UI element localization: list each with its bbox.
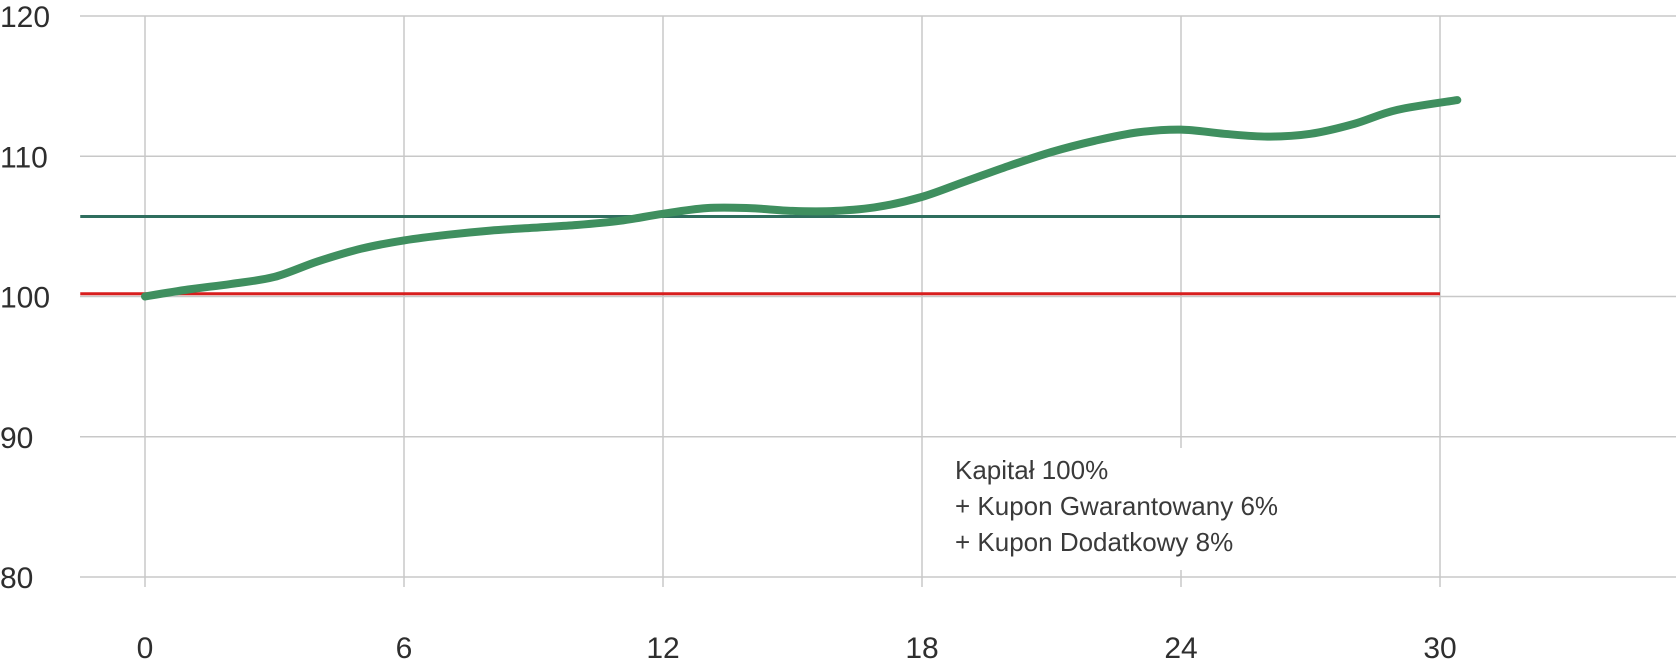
annotation-line-1: Kapitał 100% [955, 455, 1108, 485]
y-tick-label: 110 [0, 141, 48, 174]
series-line [141, 96, 1462, 301]
series [141, 96, 1462, 301]
axis-labels: 80 90 100 110 120 0 6 12 18 24 30 [0, 1, 1457, 659]
annotation: Kapitał 100% + Kupon Gwarantowany 6% + K… [935, 448, 1355, 570]
y-tick-label: 120 [0, 1, 50, 34]
x-tick-label: 30 [1423, 632, 1456, 659]
x-tick-label: 18 [905, 632, 938, 659]
x-tick-label: 0 [137, 632, 154, 659]
grid [80, 15, 1676, 587]
y-tick-label: 100 [0, 282, 50, 315]
annotation-background [935, 448, 1355, 570]
x-tick-label: 6 [396, 632, 413, 659]
y-tick-label: 80 [0, 562, 33, 595]
y-tick-label: 90 [0, 422, 33, 455]
reference-lines [80, 215, 1441, 296]
x-tick-label: 24 [1164, 632, 1197, 659]
x-tick-label: 12 [646, 632, 679, 659]
annotation-line-2: + Kupon Gwarantowany 6% [955, 491, 1278, 521]
annotation-line-3: + Kupon Dodatkowy 8% [955, 527, 1233, 557]
